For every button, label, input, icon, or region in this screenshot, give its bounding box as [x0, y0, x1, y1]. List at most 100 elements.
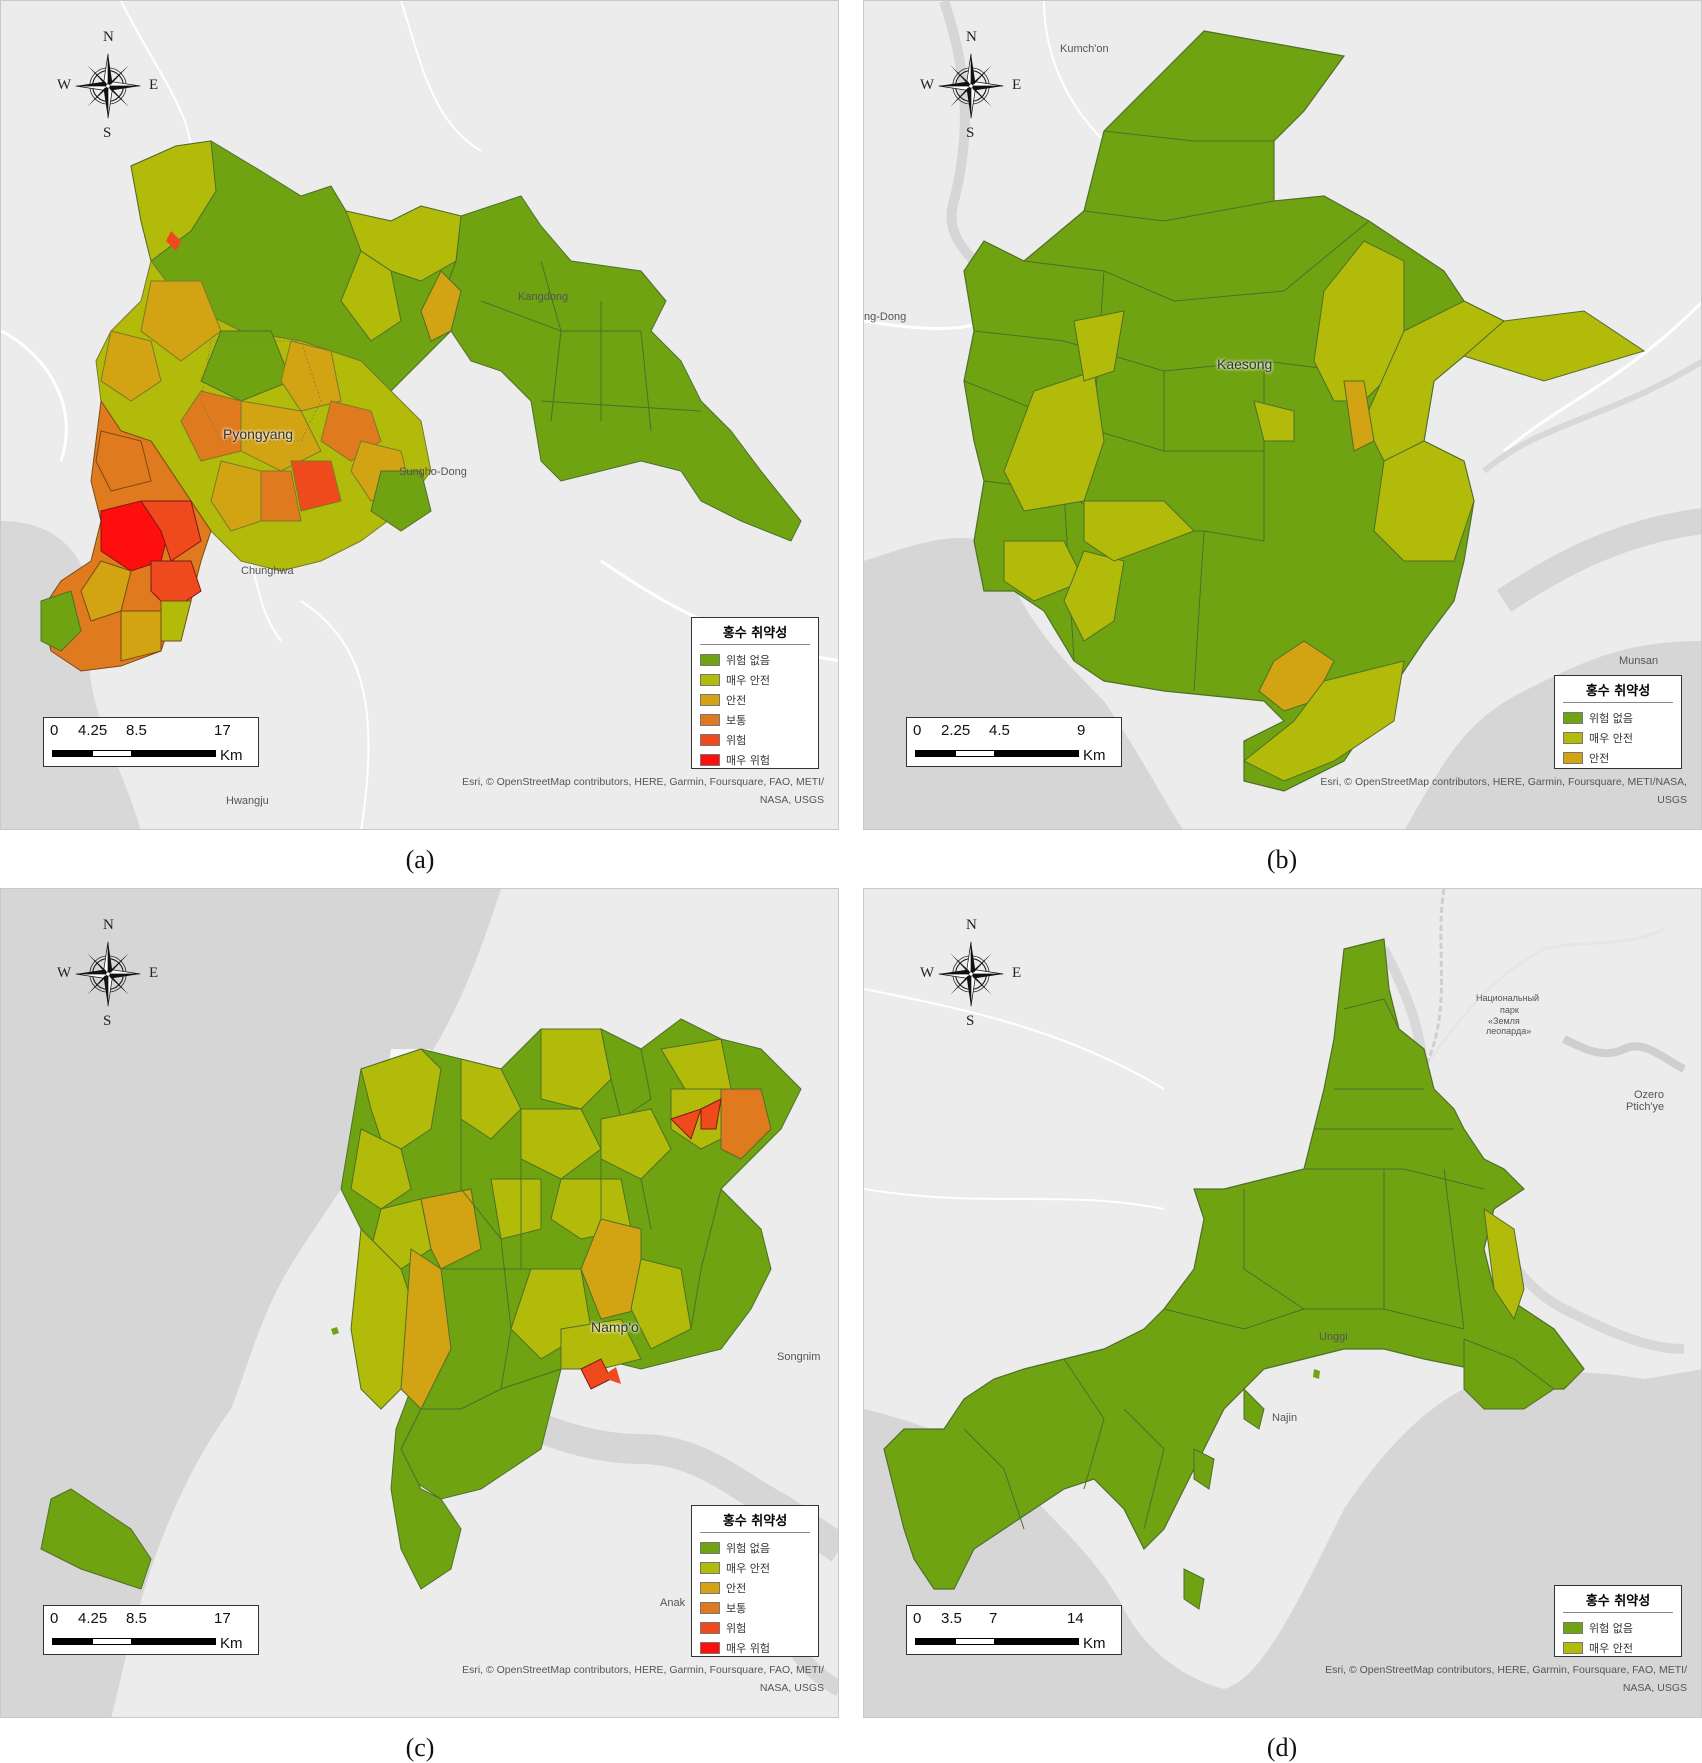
region-north-yellow — [130, 140, 217, 262]
attribution-line: Esri, © OpenStreetMap contributors, HERE… — [462, 1664, 824, 1676]
attribution-a: Esri, © OpenStreetMap contributors, HERE… — [264, 773, 824, 809]
north-arrow-icon: N S W E — [916, 917, 1026, 1029]
scale-tick: 3.5 — [941, 1610, 962, 1627]
legend-item-very-danger: 매우 위험 — [700, 1638, 810, 1658]
compass-rose-icon — [936, 51, 1006, 121]
map-a-canvas — [1, 1, 838, 829]
legend-item-none: 위험 없음 — [700, 1538, 810, 1558]
scale-tick: 8.5 — [126, 1610, 147, 1627]
scale-segment — [955, 1638, 995, 1645]
scale-tick: 2.25 — [941, 722, 971, 739]
caption-d: (d) — [1266, 1733, 1298, 1762]
attribution-line: Esri, © OpenStreetMap contributors, HERE… — [462, 776, 824, 788]
legend-item-safe: 안전 — [700, 1578, 810, 1598]
scale-tick: 0 — [50, 1610, 59, 1627]
legend-label: 위험 — [726, 734, 747, 747]
legend-a: 홍수 취약성 위험 없음 매우 안전 안전 보통 위험 매우 위험 — [691, 617, 819, 769]
legend-item-safe: 안전 — [1563, 748, 1673, 768]
attribution-c: Esri, © OpenStreetMap contributors, HERE… — [264, 1661, 824, 1697]
place-label-park: Национальный — [1476, 993, 1540, 1003]
island-c — [40, 1488, 152, 1590]
legend-swatch — [700, 754, 720, 766]
compass-w-label: W — [920, 77, 935, 93]
legend-label: 매우 안전 — [1589, 1642, 1633, 1655]
scale-tick: 4.25 — [78, 1610, 108, 1627]
legend-swatch — [1563, 712, 1583, 724]
scale-unit: Km — [1083, 747, 1106, 764]
legend-swatch — [700, 1582, 720, 1594]
map-c-canvas — [1, 889, 838, 1717]
legend-item-normal: 보통 — [700, 710, 810, 730]
attribution-d: Esri, © OpenStreetMap contributors, HERE… — [1127, 1661, 1687, 1697]
scale-segment — [52, 750, 92, 757]
place-label-kangdong: Kangdong — [518, 291, 569, 303]
caption-b: (b) — [1266, 845, 1298, 874]
scale-tick: 4.25 — [78, 722, 108, 739]
compass-e-label: E — [149, 965, 159, 981]
legend-label: 매우 위험 — [726, 1642, 770, 1655]
compass-w-label: W — [57, 77, 72, 93]
compass-rose-icon — [73, 939, 143, 1009]
legend-swatch — [1563, 732, 1583, 744]
legend-label: 위험 없음 — [726, 654, 770, 667]
scale-tick: 0 — [50, 722, 59, 739]
legend-label: 위험 — [726, 1622, 747, 1635]
scale-segment — [995, 1638, 1079, 1645]
compass-s-label: S — [966, 125, 975, 141]
compass-n-label: N — [966, 917, 977, 933]
compass-e-label: E — [149, 77, 159, 93]
legend-label: 위험 없음 — [1589, 712, 1633, 725]
legend-item-very-safe: 매우 안전 — [1563, 728, 1673, 748]
attribution-b: Esri, © OpenStreetMap contributors, HERE… — [1127, 773, 1687, 809]
place-label-sungho-dong: Sungho-Dong — [399, 466, 467, 478]
city-label-nampo: Namp'o — [591, 1319, 639, 1335]
attribution-line: Esri, © OpenStreetMap contributors, HERE… — [1320, 776, 1687, 788]
legend-item-very-safe: 매우 안전 — [1563, 1638, 1673, 1658]
place-label-munsan: Munsan — [1619, 655, 1659, 667]
scale-segment — [132, 750, 216, 757]
scale-tick: 4.5 — [989, 722, 1010, 739]
scale-segment — [52, 1638, 92, 1645]
legend-title: 홍수 취약성 — [700, 622, 810, 645]
caption-c: (c) — [405, 1733, 435, 1762]
compass-s-label: S — [103, 1013, 112, 1029]
scale-tick: 0 — [913, 1610, 922, 1627]
compass-rose-icon — [73, 51, 143, 121]
legend-item-safe: 안전 — [700, 690, 810, 710]
legend-label: 매우 안전 — [726, 1562, 770, 1575]
place-label-songnim: Songnim — [777, 1351, 821, 1363]
legend-label: 안전 — [726, 694, 747, 707]
attribution-line: NASA, USGS — [759, 1682, 824, 1694]
map-panel-a: Pyongyang Kangdong Sungho-Dong Chunghwa … — [0, 0, 839, 830]
place-label-hwangju: Hwangju — [226, 795, 269, 807]
place-label-anak: Anak — [660, 1597, 686, 1609]
scale-segment — [132, 1638, 216, 1645]
caption-a: (a) — [405, 845, 435, 874]
place-label-chunghwa: Chunghwa — [241, 565, 294, 577]
place-label-kumchon: Kumch'on — [1060, 43, 1109, 55]
scale-segment — [955, 750, 995, 757]
scale-tick: 17 — [214, 722, 231, 739]
legend-c: 홍수 취약성 위험 없음 매우 안전 안전 보통 위험 매우 위험 — [691, 1505, 819, 1657]
map-panel-b: Kaesong Kumch'on ng-Dong Munsan N S W E … — [863, 0, 1702, 830]
legend-swatch — [1563, 1642, 1583, 1654]
scale-segment — [915, 1638, 955, 1645]
scale-bar-d: 0 3.5 7 14 Km — [906, 1605, 1122, 1655]
place-label-unggi: Unggi — [1319, 1331, 1348, 1343]
north-arrow-icon: N S W E — [53, 29, 163, 141]
legend-d: 홍수 취약성 위험 없음 매우 안전 — [1554, 1585, 1682, 1657]
compass-s-label: S — [103, 125, 112, 141]
legend-swatch — [700, 1562, 720, 1574]
north-arrow-icon: N S W E — [53, 917, 163, 1029]
legend-b: 홍수 취약성 위험 없음 매우 안전 안전 — [1554, 675, 1682, 769]
legend-label: 보통 — [726, 714, 747, 727]
legend-swatch — [700, 734, 720, 746]
scale-segment — [92, 1638, 132, 1645]
scale-unit: Km — [1083, 1635, 1106, 1652]
legend-swatch — [700, 694, 720, 706]
legend-label: 매우 안전 — [1589, 732, 1633, 745]
place-label-park-3: «Земля — [1488, 1016, 1520, 1026]
legend-swatch — [700, 674, 720, 686]
legend-item-none: 위험 없음 — [700, 650, 810, 670]
legend-swatch — [700, 714, 720, 726]
